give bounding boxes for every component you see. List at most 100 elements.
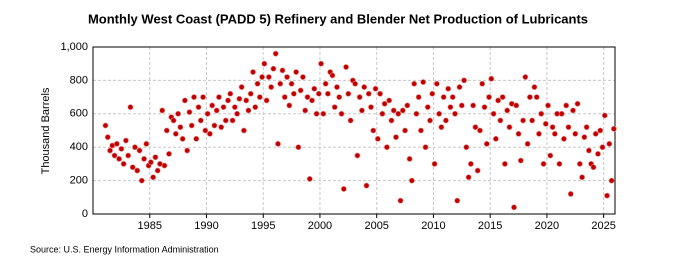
point (558, 110, 565, 117)
point (302, 107, 309, 114)
point (522, 74, 529, 80)
point (490, 110, 497, 117)
point (186, 109, 193, 116)
point (465, 174, 472, 181)
point (477, 127, 483, 134)
point (288, 80, 295, 87)
point (336, 94, 343, 100)
x-tick-label: 1995 (251, 220, 275, 232)
point (481, 104, 488, 111)
point (547, 152, 554, 159)
point (297, 87, 304, 94)
point (359, 107, 365, 114)
point (567, 191, 574, 197)
point (318, 60, 324, 67)
y-tick-label: 0 (82, 208, 88, 220)
point (463, 144, 470, 151)
y-tick-label: 1,000 (60, 41, 88, 53)
point (111, 152, 118, 159)
point (259, 74, 265, 80)
point (263, 97, 270, 104)
point (486, 94, 492, 100)
point (474, 167, 481, 174)
point (483, 140, 490, 147)
point (608, 177, 615, 184)
point (456, 84, 463, 90)
point (461, 77, 467, 84)
point (132, 144, 138, 151)
point (279, 67, 286, 74)
point (172, 130, 179, 137)
point (134, 167, 141, 174)
point (388, 117, 395, 124)
point (415, 94, 422, 100)
point (118, 145, 125, 152)
point (163, 127, 170, 134)
point (304, 94, 311, 100)
x-tick-label: 2005 (364, 220, 388, 232)
point (574, 100, 581, 107)
point (393, 134, 399, 141)
point (309, 97, 315, 104)
point (586, 147, 592, 154)
point (372, 85, 379, 92)
point (581, 134, 588, 141)
point (177, 124, 184, 131)
x-tick-label: 2020 (535, 220, 559, 232)
point (147, 159, 154, 166)
point (120, 160, 127, 167)
point (542, 120, 549, 127)
point (590, 164, 597, 171)
point (229, 117, 236, 124)
point (495, 97, 502, 104)
point (295, 144, 302, 151)
point (565, 124, 572, 131)
point (368, 104, 374, 111)
point (293, 69, 300, 75)
point (222, 117, 229, 124)
point (268, 84, 275, 90)
point (209, 102, 216, 109)
point (324, 90, 331, 97)
point (334, 84, 340, 90)
point (238, 84, 245, 90)
point (395, 110, 402, 117)
point (374, 135, 381, 142)
point (227, 90, 234, 97)
point (436, 110, 443, 117)
point (216, 94, 222, 100)
point (386, 97, 393, 104)
point (610, 125, 617, 132)
point (329, 72, 336, 79)
point (504, 107, 511, 114)
point (241, 127, 247, 134)
point (356, 94, 363, 100)
point (347, 117, 354, 124)
point (597, 127, 604, 134)
x-tick-label: 2025 (591, 220, 615, 232)
point (265, 74, 272, 80)
point (272, 50, 279, 57)
point (254, 80, 261, 87)
point (315, 90, 322, 97)
point (454, 197, 461, 204)
point (154, 167, 161, 174)
point (531, 84, 538, 90)
point (331, 104, 338, 111)
y-tick-label: 600 (70, 108, 88, 120)
x-tick-label: 2000 (308, 220, 332, 232)
point (277, 80, 284, 87)
point (431, 160, 438, 167)
chart-title: Monthly West Coast (PADD 5) Refinery and… (88, 11, 588, 26)
point (200, 94, 206, 100)
point (601, 112, 608, 119)
point (399, 107, 406, 114)
point (526, 94, 533, 100)
point (488, 75, 495, 82)
point (556, 160, 563, 167)
point (377, 90, 383, 97)
y-tick-label: 800 (70, 74, 88, 86)
point (427, 117, 433, 124)
point (281, 94, 288, 100)
